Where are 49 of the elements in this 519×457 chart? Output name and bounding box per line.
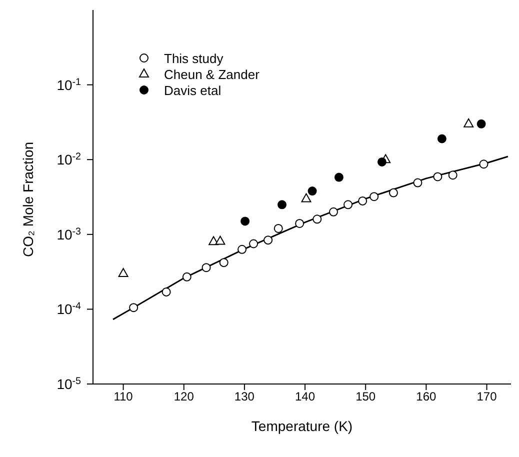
x-axis-title: Temperature (K) <box>251 418 353 434</box>
point <box>118 268 128 278</box>
point <box>329 207 338 216</box>
point <box>388 188 398 198</box>
x-tick-label: 140 <box>295 390 316 404</box>
point <box>215 236 226 245</box>
x-tick-label: 160 <box>416 390 437 404</box>
point <box>238 244 247 254</box>
legend-label: This study <box>164 50 224 66</box>
point <box>437 134 446 144</box>
point <box>278 200 287 210</box>
point <box>312 214 322 224</box>
point <box>264 236 273 245</box>
point <box>464 118 474 128</box>
point <box>219 258 228 268</box>
point <box>448 170 458 180</box>
point <box>249 239 258 248</box>
point <box>202 263 211 272</box>
y-axis-title: CO₂ Mole Fraction <box>20 142 36 257</box>
point <box>476 119 486 128</box>
point <box>295 218 304 228</box>
x-tick-label: 120 <box>174 390 194 404</box>
line-series <box>112 156 509 320</box>
point <box>308 186 317 196</box>
y-tick-label: 10$^{-3}$ <box>56 226 82 242</box>
point <box>479 160 488 169</box>
y-tick-label: 10$^{-1}$ <box>56 76 81 93</box>
point <box>240 216 250 226</box>
y-tick-label: 10$^{-5}$ <box>56 376 82 392</box>
point <box>301 193 312 202</box>
point <box>274 224 283 233</box>
legend-label: Davis etal <box>164 82 222 98</box>
point <box>413 178 422 188</box>
point <box>377 157 386 166</box>
point <box>358 196 368 206</box>
y-tick-label: 10$^{-2}$ <box>56 151 81 168</box>
x-tick-label: 170 <box>476 390 498 404</box>
x-tick-label: 110 <box>114 390 134 404</box>
point <box>344 200 353 210</box>
x-tick-label: 130 <box>234 390 255 404</box>
point <box>162 287 171 296</box>
x-tick-label: 150 <box>356 390 376 404</box>
legend-label: Cheun & Zander <box>164 66 260 82</box>
point <box>129 303 138 312</box>
point <box>182 272 192 282</box>
point <box>433 172 442 182</box>
point <box>370 192 379 202</box>
point <box>334 172 344 182</box>
y-tick-label: 10$^{-4}$ <box>56 300 82 318</box>
